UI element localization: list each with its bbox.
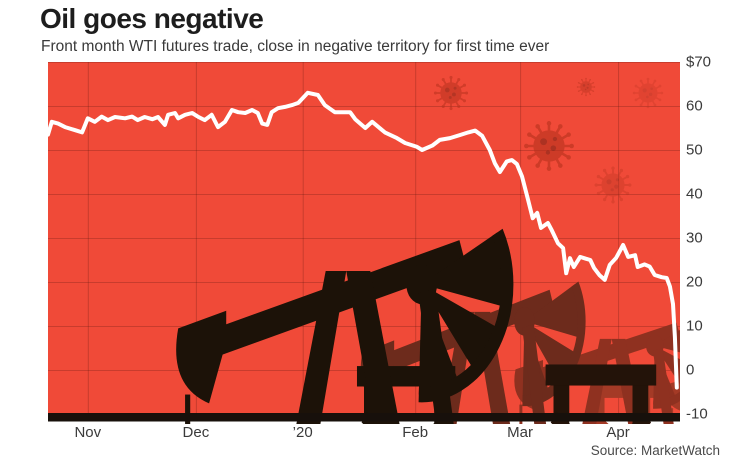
x-tick-label: Apr bbox=[606, 424, 630, 441]
y-tick-label: 10 bbox=[686, 317, 703, 335]
x-tick-label: Feb bbox=[402, 424, 429, 441]
y-tick-label: $70 bbox=[686, 53, 712, 71]
y-tick-label: -10 bbox=[686, 405, 708, 423]
source-credit: Source: MarketWatch bbox=[590, 443, 720, 458]
x-tick-label: ’20 bbox=[292, 424, 313, 441]
y-tick-label: 20 bbox=[686, 273, 703, 291]
y-tick-label: 40 bbox=[686, 185, 703, 203]
x-tick-label: Dec bbox=[182, 424, 210, 441]
y-tick-label: 50 bbox=[686, 141, 703, 159]
plot-area bbox=[48, 62, 680, 424]
y-tick-label: 0 bbox=[686, 361, 695, 379]
chart-subtitle: Front month WTI futures trade, close in … bbox=[41, 38, 550, 55]
y-tick-label: 60 bbox=[686, 97, 703, 115]
x-tick-label: Nov bbox=[74, 424, 102, 441]
x-tick-label: Mar bbox=[507, 424, 534, 441]
oil-price-line-chart bbox=[48, 62, 680, 424]
chart-title: Oil goes negative bbox=[40, 3, 264, 34]
y-tick-label: 30 bbox=[686, 229, 703, 247]
price-line bbox=[48, 90, 679, 390]
x-axis-bar bbox=[48, 413, 680, 422]
